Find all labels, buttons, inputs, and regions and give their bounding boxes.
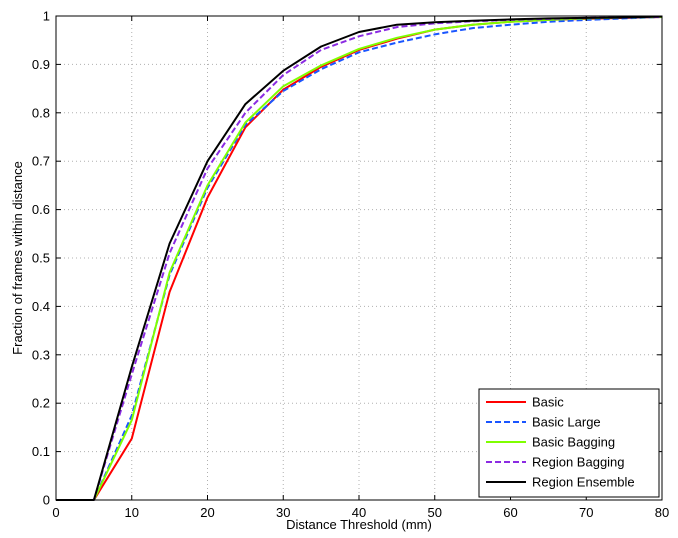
y-tick-label: 0.6 [32,202,50,217]
y-tick-label: 0.9 [32,57,50,72]
x-tick-label: 70 [579,505,593,520]
y-tick-label: 0.1 [32,444,50,459]
y-tick-label: 0 [43,493,50,508]
grid [56,16,662,500]
x-tick-label: 20 [200,505,214,520]
y-tick-label: 0.2 [32,396,50,411]
legend-entry-label: Basic Large [532,415,601,430]
y-tick-label: 1 [43,9,50,24]
y-axis-label: Fraction of frames within distance [10,161,25,355]
x-tick-label: 60 [503,505,517,520]
legend-entry-label: Region Bagging [532,455,625,470]
x-tick-label: 10 [125,505,139,520]
legend-entry-label: Region Ensemble [532,475,635,490]
y-tick-label: 0.5 [32,251,50,266]
series-line-region-bagging [56,16,663,501]
series-line-basic-bagging [56,16,663,501]
series-line-region-ensemble [56,15,663,501]
y-tick-label: 0.7 [32,154,50,169]
axis-ticks: 0 10 20 30 40 50 60 70 80 0 0.1 0.2 0.3 0.4 0.5 0.6 0.7 0… [32,9,669,521]
x-tick-label: 50 [428,505,442,520]
x-tick-label: 40 [352,505,366,520]
y-tick-label: 0.3 [32,347,50,362]
x-tick-label: 30 [276,505,290,520]
y-tick-label: 0.4 [32,299,50,314]
legend-entry-label: Basic [532,395,564,410]
x-tick-label: 80 [655,505,669,520]
y-tick-label: 0.8 [32,105,50,120]
legend-entry-label: Basic Bagging [532,435,615,450]
x-tick-label: 0 [52,505,59,520]
x-axis-label: Distance Threshold (mm) [286,517,432,532]
series-lines [56,15,663,501]
legend: Basic Basic Large Basic Bagging Region Bagg… [478,388,660,498]
